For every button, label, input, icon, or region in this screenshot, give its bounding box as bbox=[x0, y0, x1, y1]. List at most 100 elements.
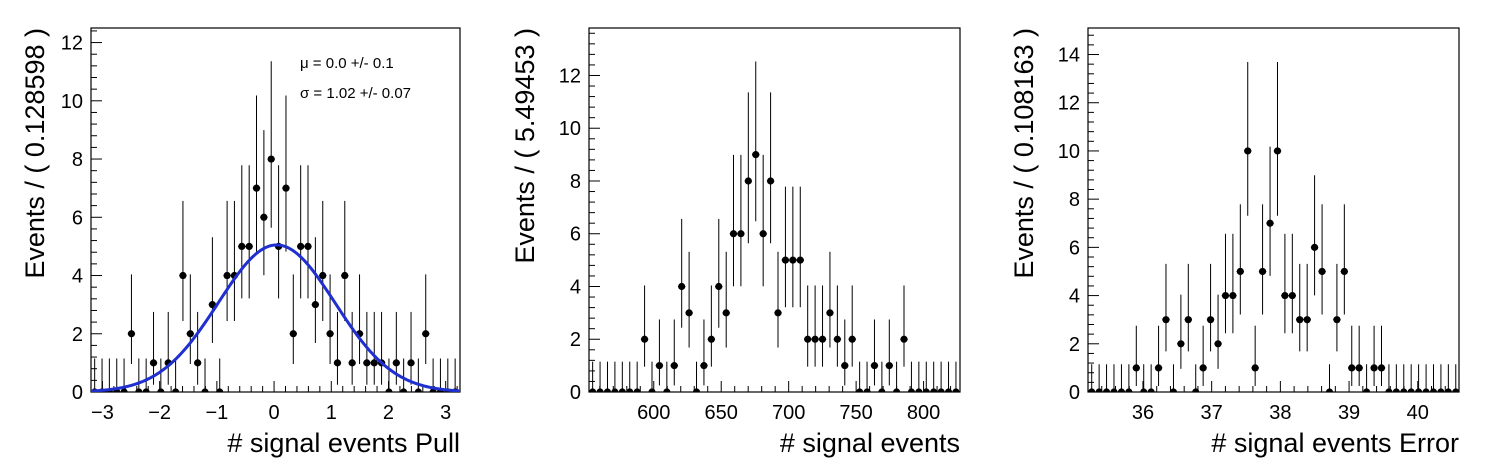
data-point bbox=[1117, 388, 1126, 392]
plot-frame bbox=[90, 27, 461, 393]
data-series bbox=[589, 61, 960, 392]
data-point bbox=[863, 388, 871, 392]
data-point bbox=[348, 359, 356, 367]
x-tick-label: 36 bbox=[1132, 402, 1154, 424]
data-point bbox=[944, 388, 953, 392]
y-tick-label: 0 bbox=[570, 382, 581, 404]
y-tick-label: 8 bbox=[1069, 189, 1080, 211]
y-tick-label: 8 bbox=[570, 171, 581, 193]
data-point bbox=[1288, 291, 1296, 300]
data-point bbox=[194, 359, 202, 367]
y-axis-title: Events / ( 5.49453 ) bbox=[510, 28, 540, 264]
data-point bbox=[1437, 388, 1445, 392]
data-point bbox=[1310, 243, 1319, 251]
data-point bbox=[922, 388, 930, 392]
data-point bbox=[1140, 388, 1148, 392]
y-tick-label: 10 bbox=[559, 118, 581, 140]
data-series bbox=[91, 61, 460, 392]
data-point bbox=[663, 388, 671, 392]
gaussian-fit-curve bbox=[91, 243, 460, 392]
fit-sigma-label: σ = 1.02 +/- 0.07 bbox=[300, 85, 411, 102]
data-point bbox=[774, 309, 782, 317]
data-point bbox=[766, 177, 775, 185]
y-tick-label: 12 bbox=[559, 65, 581, 87]
data-point bbox=[1385, 388, 1393, 392]
data-point bbox=[223, 271, 231, 280]
data-point bbox=[1318, 267, 1326, 276]
data-point bbox=[260, 213, 268, 221]
data-point bbox=[626, 388, 634, 392]
y-tick-label: 6 bbox=[72, 207, 83, 229]
x-tick-label: 800 bbox=[907, 402, 940, 424]
data-point bbox=[201, 388, 209, 392]
data-point bbox=[670, 362, 678, 370]
x-tick-label: 37 bbox=[1201, 402, 1223, 424]
data-point bbox=[216, 388, 224, 392]
data-point bbox=[172, 388, 180, 392]
data-point bbox=[319, 271, 327, 280]
plot-frame bbox=[1087, 27, 1460, 393]
data-point bbox=[370, 359, 378, 367]
y-tick-label: 2 bbox=[1069, 334, 1080, 356]
data-point bbox=[655, 362, 664, 370]
data-point bbox=[400, 388, 408, 392]
data-point bbox=[186, 330, 194, 338]
data-point bbox=[596, 388, 604, 392]
x-tick-label: −3 bbox=[91, 402, 114, 424]
data-point bbox=[245, 242, 253, 250]
x-tick-label: 600 bbox=[637, 402, 670, 424]
data-point bbox=[1303, 316, 1311, 324]
data-point bbox=[1370, 364, 1378, 372]
data-point bbox=[878, 388, 886, 392]
data-point bbox=[1400, 388, 1408, 392]
data-point bbox=[678, 282, 686, 291]
data-point bbox=[1132, 364, 1140, 372]
data-point bbox=[326, 330, 334, 338]
data-point bbox=[1154, 364, 1163, 372]
panel-signal-events: 600 650 700 750 800 0 2 4 6 8 10 12 # signal events E… bbox=[510, 27, 961, 458]
y-tick-label: 10 bbox=[1058, 141, 1080, 163]
data-point bbox=[385, 388, 393, 392]
data-point bbox=[1377, 364, 1386, 372]
data-point bbox=[781, 256, 790, 264]
x-axis-title: # signal events Pull bbox=[227, 428, 460, 458]
x-tick-label: 2 bbox=[383, 402, 394, 424]
data-point bbox=[407, 359, 415, 367]
data-point bbox=[1147, 388, 1155, 392]
x-tick-label: 40 bbox=[1407, 402, 1429, 424]
data-point bbox=[1392, 388, 1400, 392]
data-point bbox=[789, 256, 797, 264]
data-point bbox=[1407, 388, 1415, 392]
data-point bbox=[1281, 291, 1289, 300]
data-point bbox=[1184, 316, 1192, 324]
data-point bbox=[1340, 267, 1348, 276]
data-point bbox=[1444, 388, 1452, 392]
data-point bbox=[414, 388, 422, 392]
data-point bbox=[633, 388, 641, 392]
data-point bbox=[267, 155, 275, 163]
x-tick-label: −2 bbox=[148, 402, 171, 424]
data-point bbox=[685, 309, 693, 317]
data-point bbox=[1452, 388, 1459, 392]
data-point bbox=[311, 301, 319, 309]
data-point bbox=[142, 388, 150, 392]
data-point bbox=[833, 335, 841, 343]
data-point bbox=[848, 335, 856, 343]
data-point bbox=[1236, 267, 1244, 276]
data-point bbox=[744, 177, 752, 185]
data-point bbox=[1244, 147, 1252, 155]
data-point bbox=[885, 362, 893, 370]
data-point bbox=[1199, 364, 1207, 372]
data-point bbox=[1192, 388, 1200, 392]
x-tick-label: 38 bbox=[1269, 402, 1291, 424]
data-point bbox=[907, 388, 916, 392]
data-point bbox=[930, 388, 938, 392]
data-point bbox=[752, 151, 760, 159]
data-point bbox=[1266, 219, 1274, 227]
data-point bbox=[1177, 340, 1185, 348]
data-point bbox=[289, 330, 297, 338]
data-point bbox=[1125, 388, 1133, 392]
data-point bbox=[937, 388, 945, 392]
